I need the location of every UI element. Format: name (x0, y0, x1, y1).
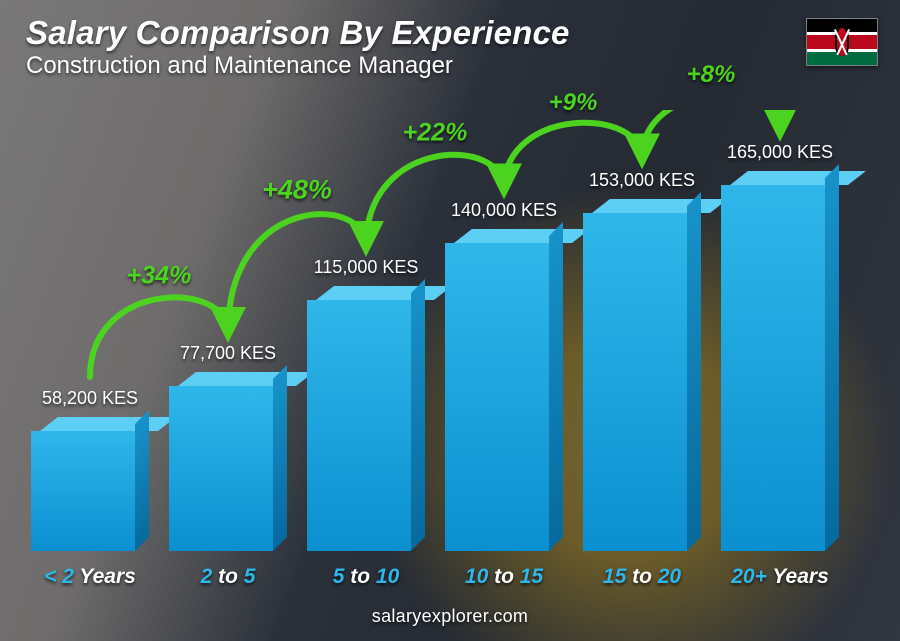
bar-value-label: 153,000 KES (589, 170, 695, 191)
x-axis-labels: < 2 Years 2 to 5 5 to 10 10 to 15 15 to 20 20… (30, 565, 840, 589)
bar-value-label: 77,700 KES (180, 343, 276, 364)
increment-label-3: +9% (549, 89, 598, 117)
bar-0: 58,200 KES (30, 388, 150, 551)
infographic-stage: Salary Comparison By Experience Construc… (0, 0, 900, 641)
bar-value-label: 165,000 KES (727, 142, 833, 163)
increment-label-1: +48% (262, 175, 332, 206)
bar-value-label: 115,000 KES (314, 257, 419, 278)
footer-source: salaryexplorer.com (0, 606, 900, 627)
increment-label-2: +22% (403, 118, 468, 147)
bar-1: 77,700 KES (168, 343, 288, 551)
bar-4: 153,000 KES (582, 170, 702, 551)
x-label-4: 15 to 20 (582, 565, 702, 589)
x-label-2: 5 to 10 (306, 565, 426, 589)
kenya-flag-icon (806, 18, 878, 66)
x-label-3: 10 to 15 (444, 565, 564, 589)
x-label-5: 20+ Years (720, 565, 840, 589)
bar-chart: 58,200 KES 77,700 KES 115,000 KES 140,000 K… (30, 110, 840, 551)
increment-label-4: +8% (687, 61, 736, 89)
bar-value-label: 58,200 KES (42, 388, 138, 409)
bar-value-label: 140,000 KES (451, 200, 557, 221)
x-label-1: 2 to 5 (168, 565, 288, 589)
page-subtitle: Construction and Maintenance Manager (26, 52, 453, 80)
bar-5: 165,000 KES (720, 142, 840, 551)
page-title: Salary Comparison By Experience (26, 14, 570, 52)
x-label-0: < 2 Years (30, 565, 150, 589)
bar-3: 140,000 KES (444, 200, 564, 551)
increment-label-0: +34% (127, 262, 192, 291)
bar-2: 115,000 KES (306, 257, 426, 551)
